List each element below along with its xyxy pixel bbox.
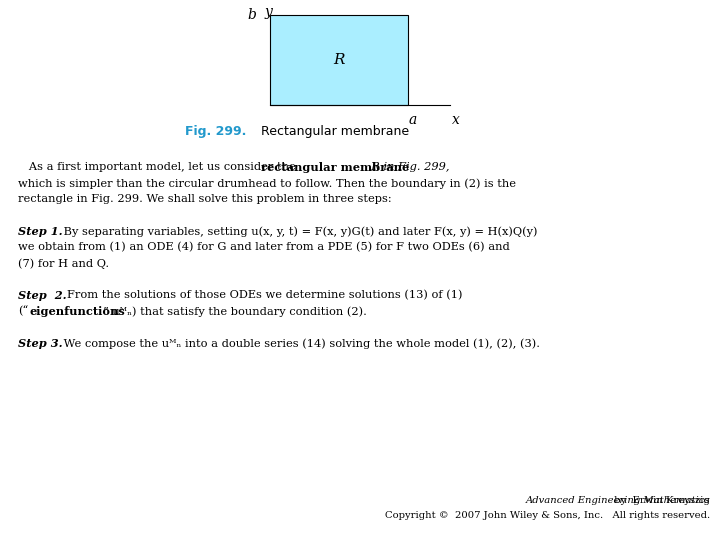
Text: b: b bbox=[247, 8, 256, 22]
Text: (7) for H and Q.: (7) for H and Q. bbox=[18, 258, 109, 268]
Text: Rectangular membrane: Rectangular membrane bbox=[245, 125, 409, 138]
Text: Fig. 299.: Fig. 299. bbox=[185, 125, 246, 138]
Text: We compose the uᴹₙ into a double series (14) solving the whole model (1), (2), (: We compose the uᴹₙ into a double series … bbox=[60, 338, 540, 348]
Text: rectangle in Fig. 299. We shall solve this problem in three steps:: rectangle in Fig. 299. We shall solve th… bbox=[18, 194, 392, 204]
Text: y: y bbox=[264, 5, 272, 19]
Text: rectangular membrane: rectangular membrane bbox=[261, 162, 409, 173]
Text: Step 3.: Step 3. bbox=[18, 338, 63, 349]
Text: Advanced Engineering Mathematics: Advanced Engineering Mathematics bbox=[526, 496, 710, 505]
Text: By separating variables, setting u(x, y, t) = F(x, y)G(t) and later F(x, y) = H(: By separating variables, setting u(x, y,… bbox=[60, 226, 538, 237]
Text: From the solutions of those ODEs we determine solutions (13) of (1): From the solutions of those ODEs we dete… bbox=[67, 290, 462, 300]
Text: As a first important model, let us consider the: As a first important model, let us consi… bbox=[18, 162, 300, 172]
Text: R: R bbox=[333, 53, 345, 67]
Text: ” uᴹₙ) that satisfy the boundary condition (2).: ” uᴹₙ) that satisfy the boundary conditi… bbox=[103, 306, 367, 316]
Text: (“: (“ bbox=[18, 306, 28, 316]
Text: x: x bbox=[452, 113, 460, 127]
Text: eigenfunctions: eigenfunctions bbox=[29, 306, 125, 317]
Text: Step 1.: Step 1. bbox=[18, 226, 63, 237]
Text: by  Erwin Kreyszig: by Erwin Kreyszig bbox=[508, 496, 710, 505]
Bar bbox=[270, 15, 408, 105]
Text: a: a bbox=[409, 113, 417, 127]
Text: which is simpler than the circular drumhead to follow. Then the boundary in (2) : which is simpler than the circular drumh… bbox=[18, 178, 516, 188]
Text: Step  2.: Step 2. bbox=[18, 290, 67, 301]
Text: Copyright ©  2007 John Wiley & Sons, Inc.   All rights reserved.: Copyright © 2007 John Wiley & Sons, Inc.… bbox=[385, 511, 710, 520]
Text: R in Fig. 299,: R in Fig. 299, bbox=[364, 162, 449, 172]
Text: we obtain from (1) an ODE (4) for G and later from a PDE (5) for F two ODEs (6) : we obtain from (1) an ODE (4) for G and … bbox=[18, 242, 510, 252]
